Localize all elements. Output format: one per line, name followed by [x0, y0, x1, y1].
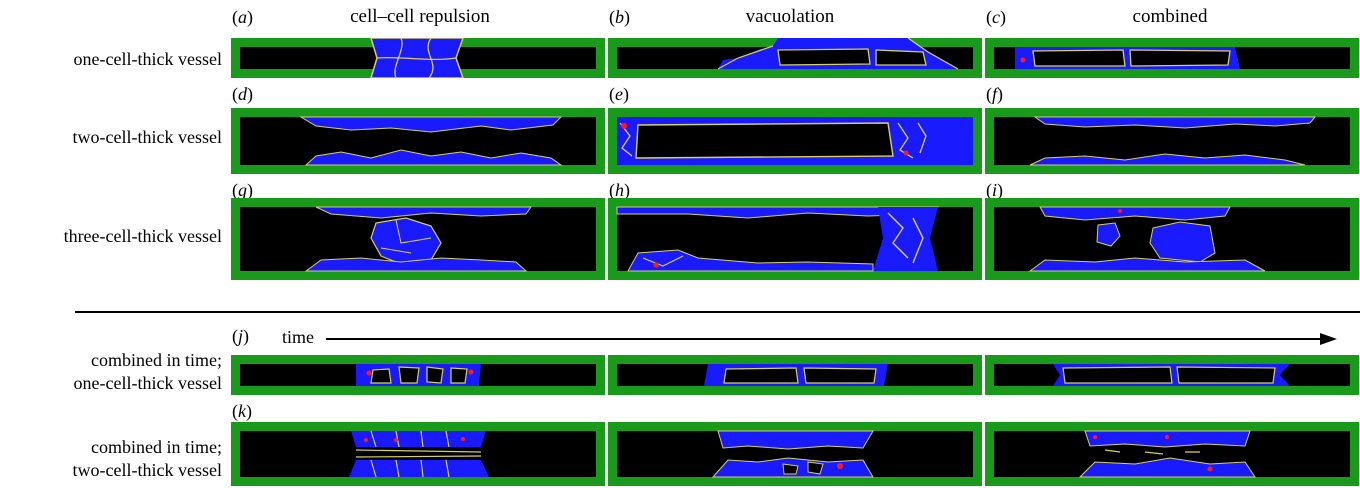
panel-j-2: [608, 355, 982, 395]
column-title-cell-repulsion: cell–cell repulsion: [350, 6, 490, 27]
panel-k-1: [231, 422, 605, 486]
time-label: time: [282, 327, 314, 347]
panel-letter-b: (b): [609, 7, 630, 27]
row-label-k-line1: combined in time;: [91, 437, 222, 457]
panel-e: [608, 108, 982, 174]
panel-f: [985, 108, 1359, 174]
panel-j-3: [985, 355, 1359, 395]
row-label-one-cell: one-cell-thick vessel: [73, 49, 222, 69]
panel-c: [985, 38, 1359, 78]
panel-letter-a: (a): [232, 7, 253, 27]
panel-h: [608, 198, 982, 280]
column-title-vacuolation: vacuolation: [745, 6, 835, 27]
panel-letter-d: (d): [232, 84, 253, 104]
panel-letter-c: (c): [986, 7, 1006, 27]
panel-letter-g: (g): [232, 180, 253, 200]
panel-letter-h: (h): [609, 180, 630, 200]
panel-g: [231, 198, 605, 280]
panel-a: [231, 38, 605, 78]
panel-letter-j: (j): [232, 326, 250, 346]
time-arrow: [326, 333, 1337, 345]
panel-j-1: [231, 355, 605, 395]
row-label-j-line1: combined in time;: [91, 350, 222, 370]
panel-d: [231, 108, 605, 174]
panel-k-2: [608, 422, 982, 486]
panel-k-3: [985, 422, 1359, 486]
panel-letter-e: (e): [609, 84, 629, 104]
row-label-three-cell: three-cell-thick vessel: [63, 226, 222, 246]
section-divider: [75, 311, 1360, 313]
panel-letter-f: (f): [986, 84, 1004, 104]
panel-letter-i: (i): [986, 180, 1004, 200]
column-title-combined: combined: [1132, 6, 1208, 27]
panel-i: [985, 198, 1359, 280]
row-label-k-line2: two-cell-thick vessel: [72, 460, 222, 480]
row-label-two-cell: two-cell-thick vessel: [72, 127, 222, 147]
panel-b: [608, 38, 982, 78]
row-label-j-line2: one-cell-thick vessel: [73, 373, 222, 393]
panel-letter-k: (k): [232, 401, 252, 421]
